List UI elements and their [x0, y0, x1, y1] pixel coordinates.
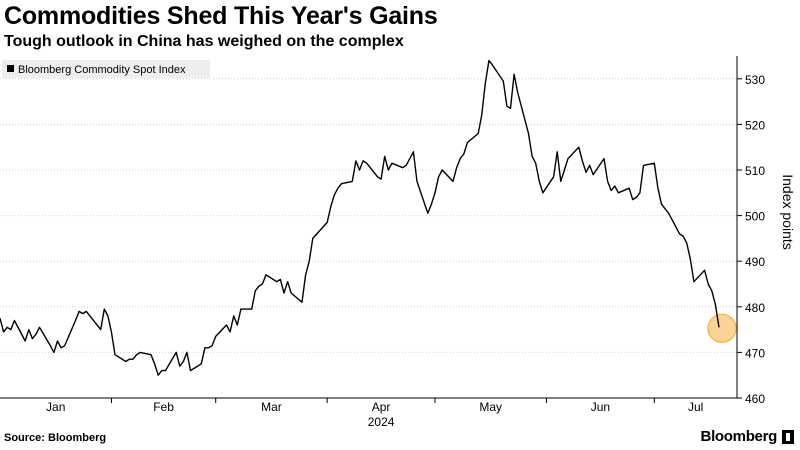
- ytick-label-520: 520: [745, 118, 765, 132]
- ytick-label-470: 470: [745, 346, 765, 360]
- ytick-label-480: 480: [745, 301, 765, 315]
- xtick-label-feb: Feb: [153, 400, 174, 414]
- brand-name: Bloomberg: [700, 428, 778, 445]
- axes: 460 470 480 490 500 510 520 530 Index points Jan F…: [0, 56, 796, 429]
- x-axis-year-label: 2024: [368, 415, 395, 429]
- ytick-label-490: 490: [745, 255, 765, 269]
- source-note: Source: Bloomberg: [4, 432, 107, 444]
- legend: Bloomberg Commodity Spot Index: [2, 60, 210, 78]
- ytick-label-460: 460: [745, 392, 765, 406]
- brand-mark-icon: [782, 429, 794, 444]
- legend-label: Bloomberg Commodity Spot Index: [18, 64, 186, 76]
- ytick-label-530: 530: [745, 73, 765, 87]
- xtick-label-mar: Mar: [261, 400, 282, 414]
- xtick-label-jan: Jan: [46, 400, 65, 414]
- ytick-label-510: 510: [745, 164, 765, 178]
- legend-background: [2, 60, 210, 78]
- chart-subtitle: Tough outlook in China has weighed on th…: [4, 33, 404, 50]
- legend-swatch: [7, 65, 14, 72]
- series-layer: [0, 59, 737, 376]
- brand-logo: Bloomberg: [701, 428, 794, 445]
- ytick-label-500: 500: [745, 210, 765, 224]
- last-point-highlight: [707, 313, 737, 343]
- y-axis-title: Index points: [780, 174, 796, 250]
- xtick-label-may: May: [479, 400, 502, 414]
- xtick-label-jul: Jul: [688, 400, 703, 414]
- chart-title: Commodities Shed This Year's Gains: [4, 2, 438, 30]
- gridlines: [0, 78, 737, 399]
- series-line-bloomberg-commodity-spot-index: [0, 59, 720, 376]
- xtick-label-jun: Jun: [591, 400, 610, 414]
- xtick-label-apr: Apr: [372, 400, 391, 414]
